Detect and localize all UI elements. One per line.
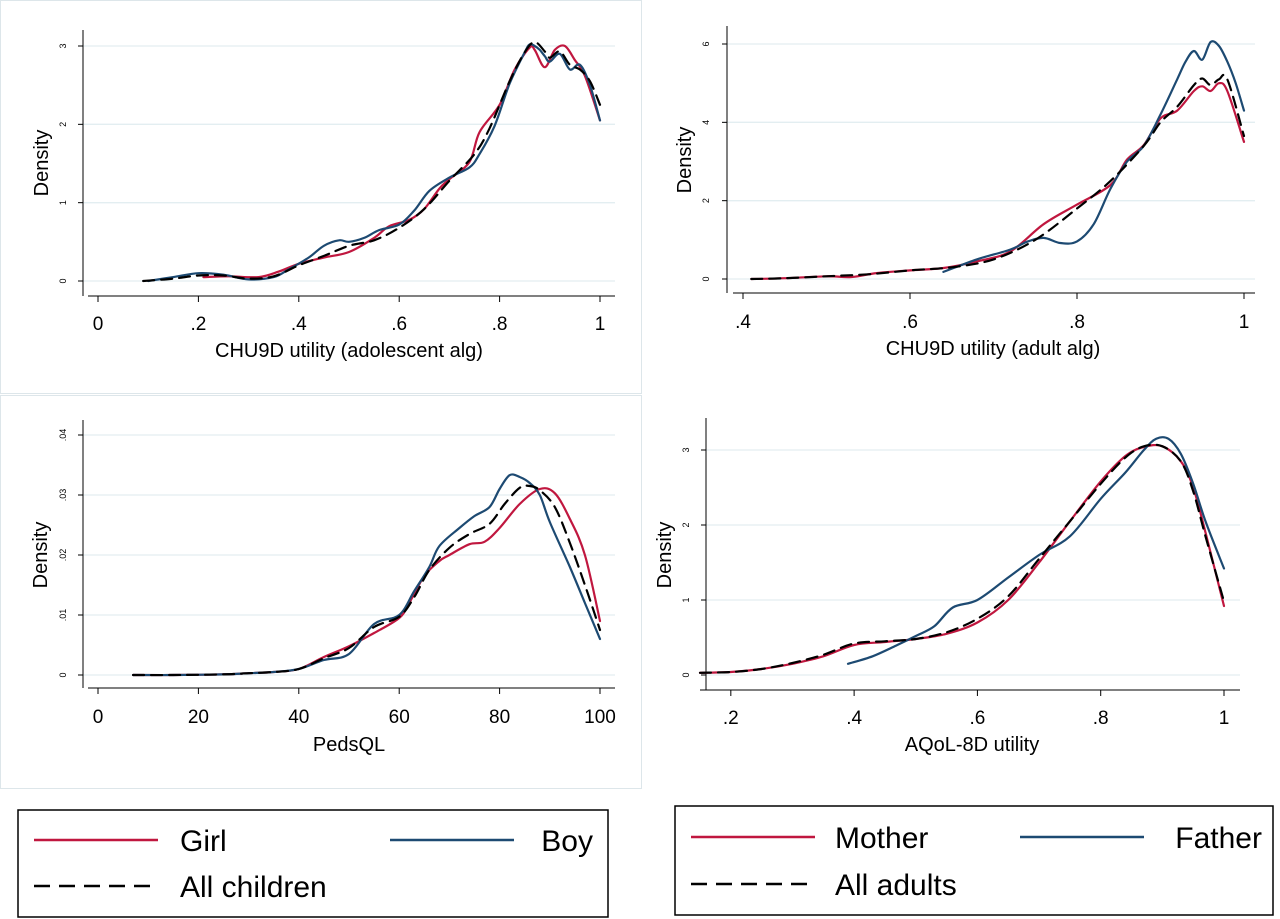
y-tick-label: .03 <box>58 489 68 502</box>
x-tick-label: 1 <box>1239 312 1250 333</box>
x-axis-title: PedsQL <box>313 734 385 756</box>
panel-aqol8d: Density AQoL-8D utility 0 1 2 3 .2 .4 .6 .8 1 <box>654 418 1240 756</box>
plot-area: 0 1 2 3 .2 .4 .6 .8 1 <box>681 418 1240 729</box>
y-tick-label: .01 <box>58 609 68 622</box>
y-axis-title: Density <box>31 130 53 197</box>
legend-label-all-children: All children <box>180 871 327 904</box>
x-tick-label: .6 <box>902 312 918 333</box>
x-tick-label: 0 <box>93 707 104 728</box>
y-tick-label: 1 <box>58 200 68 205</box>
y-tick-label: 2 <box>701 198 711 203</box>
y-tick-label: 0 <box>681 672 691 677</box>
y-tick-label: 0 <box>701 276 711 281</box>
x-tick-label: .2 <box>723 708 739 729</box>
x-tick-label: .4 <box>846 708 862 729</box>
legend-label-father: Father <box>1175 822 1262 855</box>
x-axis-title: CHU9D utility (adolescent alg) <box>215 340 483 362</box>
x-axis-title: CHU9D utility (adult alg) <box>886 338 1101 360</box>
x-tick-label: 1 <box>1219 708 1230 729</box>
panel-chu9d-adolescent: Density CHU9D utility (adolescent alg) 0… <box>0 0 642 394</box>
legend-label-girl: Girl <box>180 825 227 858</box>
panel-chu9d-adult: Density CHU9D utility (adult alg) 0 2 4 6 .4… <box>674 26 1255 360</box>
x-tick-label: 100 <box>584 707 616 728</box>
x-axis-title: AQoL-8D utility <box>905 734 1040 756</box>
series-line-all-children <box>142 41 602 283</box>
y-tick-label: .04 <box>58 429 68 442</box>
y-tick-label: 3 <box>58 43 68 48</box>
x-tick-label: 1 <box>595 314 606 335</box>
y-tick-label: 2 <box>681 522 691 527</box>
y-tick-label: 4 <box>701 120 711 125</box>
series-line-father <box>942 40 1246 273</box>
legend-label-all-adults: All adults <box>835 869 957 902</box>
series-line-father <box>846 436 1226 665</box>
x-tick-label: .8 <box>492 314 508 335</box>
x-tick-label: 80 <box>489 707 510 728</box>
x-tick-label: .6 <box>969 708 985 729</box>
x-tick-label: .4 <box>291 314 307 335</box>
series-line-mother <box>698 443 1226 674</box>
plot-area: 0 1 2 3 0 .2 .4 .6 .8 1 <box>58 30 615 335</box>
y-axis-title: Density <box>674 127 696 194</box>
y-tick-label: 0 <box>58 278 68 283</box>
panel-pedsql: Density PedsQL 0 .01 .02 .03 .04 0 20 40 60 80 100 <box>0 395 642 789</box>
x-tick-label: .4 <box>735 312 751 333</box>
x-tick-label: 40 <box>288 707 309 728</box>
series-line-all-children <box>132 484 602 677</box>
legend-label-mother: Mother <box>835 822 928 855</box>
y-tick-label: 2 <box>58 122 68 127</box>
y-axis-title: Density <box>654 522 676 589</box>
series-line-boy <box>132 473 602 677</box>
y-tick-label: .02 <box>58 549 68 562</box>
plot-area: 0 2 4 6 .4 .6 .8 1 <box>701 26 1255 333</box>
series-line-all-adults <box>750 73 1246 281</box>
plot-area: 0 .01 .02 .03 .04 0 20 40 60 80 100 <box>58 420 616 728</box>
y-tick-label: 6 <box>701 41 711 46</box>
x-tick-label: .6 <box>391 314 407 335</box>
x-tick-label: .2 <box>190 314 206 335</box>
legend-children: Girl Boy All children <box>17 809 609 918</box>
y-axis-title: Density <box>30 522 52 589</box>
x-tick-label: 0 <box>93 314 104 335</box>
y-tick-label: 3 <box>681 447 691 452</box>
legend-adults: Mother Father All adults <box>674 805 1274 916</box>
x-tick-label: 60 <box>389 707 410 728</box>
legend-label-boy: Boy <box>541 825 593 858</box>
x-tick-label: .8 <box>1069 312 1085 333</box>
y-tick-label: 0 <box>58 672 68 677</box>
x-tick-label: 20 <box>188 707 209 728</box>
x-tick-label: .8 <box>1093 708 1109 729</box>
y-tick-label: 1 <box>681 597 691 602</box>
series-line-all-adults <box>698 443 1226 674</box>
